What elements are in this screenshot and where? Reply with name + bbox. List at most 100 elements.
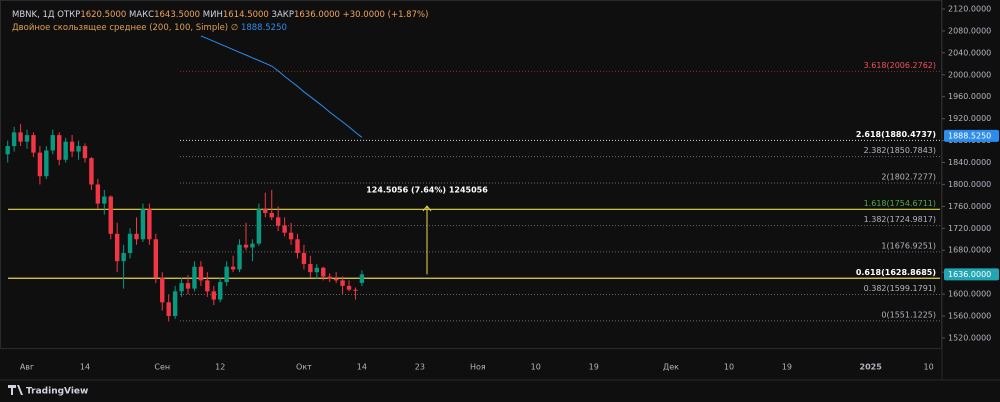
candle-body [63,141,68,160]
candle-body [127,233,133,253]
legend-header: MBNK, 1Д ОТКР1620.5000 МАКС1643.5000 МИН… [12,9,428,35]
indicator-icon: ∅ [230,23,239,33]
candle-body [147,209,152,240]
logo-text: TradingView [26,387,88,397]
y-tick-label: 1600.0000 [948,290,991,299]
candle-body [11,132,17,147]
x-tick-label: Сен [154,363,170,372]
y-tick-label: 1840.0000 [948,158,991,167]
y-tick-label: 1920.0000 [948,114,991,123]
y-tick-label: 2040.0000 [948,48,991,57]
ohlc-row: MBNK, 1Д ОТКР1620.5000 МАКС1643.5000 МИН… [12,9,428,22]
indicator-name: Двойное скользящее среднее (200, 100, Si… [12,23,229,33]
y-tick-label: 2120.0000 [948,4,991,13]
candle-body [153,239,159,278]
candle-body [160,277,165,303]
candle-body [275,217,281,226]
high-label: МАКС [128,10,155,20]
x-tick-label: Окт [296,363,312,372]
candle-body [282,225,287,233]
y-tick-label: 1720.0000 [948,224,991,233]
price-tag [944,268,999,281]
candle-body [102,196,107,204]
close-label: ЗАКР [271,10,294,20]
candle-body [321,267,326,277]
x-tick-label: 14 [80,363,90,372]
y-tick-label: 2080.0000 [948,26,991,35]
open-value: 1620.5000 [80,10,127,20]
measure-label: 124.5056 (7.64%) 1245056 [366,186,488,195]
candle-body [192,266,197,289]
candle-body [243,244,249,248]
candle-body [140,209,146,240]
price-tag-label: 1888.5250 [948,131,991,140]
candle-body [218,282,223,300]
indicator-row: Двойное скользящее среднее (200, 100, Si… [12,22,428,35]
fib-label: 3.618(2006.2762) [864,61,936,70]
candle-body [134,233,139,240]
candle-body [166,302,171,317]
candle-body [89,158,94,185]
fib-label: 2.382(1850.7843) [864,146,936,155]
candle-body [346,285,352,290]
x-tick-label: 2025 [860,363,883,372]
x-tick-label: 14 [357,363,367,372]
indicator-value: 1888.5250 [240,23,287,33]
candle-body [114,233,120,262]
x-tick-label: 19 [782,363,792,372]
candle-body [69,141,75,152]
candle-body [333,278,339,281]
y-tick-label: 1760.0000 [948,202,991,211]
candle-body [172,291,178,317]
candle-body [18,132,23,142]
candle-body [31,135,36,153]
candle-body [256,209,262,244]
x-tick-label: 10 [924,363,934,372]
candle-body [230,266,236,270]
fib-label: 1(1676.9251) [881,241,936,250]
change: +30.0000 (+1.87%) [342,10,429,20]
candle-body [340,280,345,286]
fib-label: 1.382(1724.9817) [864,215,936,224]
candle-body [185,283,191,289]
fib-label: 0.618(1628.8685) [856,268,936,277]
low-label: МИН [202,10,223,20]
measure-arrow [422,205,432,212]
candle-body [359,274,365,283]
candle-body [237,244,242,270]
y-tick-label: 2000.0000 [948,70,991,79]
candle-body [121,252,126,262]
candle-body [82,146,88,159]
logo-icon [8,385,23,395]
high-value: 1643.5000 [154,10,201,20]
x-tick-label: 10 [724,363,734,372]
price-tag [944,129,999,142]
y-tick-label: 1680.0000 [948,246,991,255]
candle-body [269,212,274,218]
candle-body [44,150,49,177]
candle-body [37,152,43,177]
symbol: MBNK, 1Д [12,10,55,20]
candle-body [50,135,55,151]
low-value: 1614.5000 [222,10,269,20]
fib-label: 1.618(1754.6711) [864,199,936,208]
candle-body [263,209,268,213]
fib-label: 2(1802.7277) [881,172,936,181]
candle-body [211,291,216,300]
y-tick-label: 1520.0000 [948,333,991,342]
moving-average [200,35,363,138]
price-tag-label: 1636.0000 [948,270,991,279]
fib-label: 0.382(1599.1791) [864,284,936,293]
candle-body [76,146,81,152]
candle-body [198,266,204,281]
plot-frame [0,0,942,349]
candle-body [108,196,113,234]
candle-body [95,184,101,204]
fib-label: 2.618(1880.4737) [856,130,936,139]
candle-body [308,263,313,273]
x-tick-label: Ноя [470,363,486,372]
candle-body [250,243,255,248]
candle-body [288,232,294,240]
candle-body [327,276,332,279]
